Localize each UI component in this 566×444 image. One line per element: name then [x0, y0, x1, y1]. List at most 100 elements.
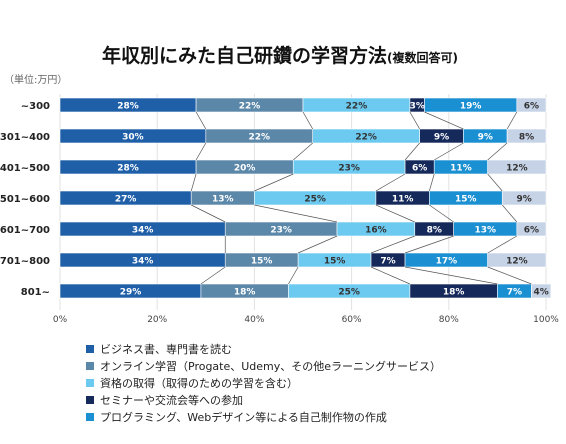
bar-segment — [487, 159, 547, 175]
category-label: 501~600 — [0, 194, 50, 205]
series-connector — [191, 204, 226, 223]
legend-swatch — [86, 412, 94, 421]
data-label: 25% — [304, 195, 326, 205]
data-label: 15% — [324, 257, 346, 267]
series-connector — [404, 142, 420, 161]
series-connector — [409, 111, 420, 130]
x-tick-label: 60% — [342, 315, 362, 325]
legend-item: オンライン学習（Progate、Udemy、その他eラーニングサービス） — [86, 357, 556, 374]
data-label: 6% — [412, 164, 427, 174]
legend-item: ビジネス書、専門書を読む — [86, 340, 556, 357]
series-connector — [254, 204, 338, 223]
bars — [59, 97, 552, 299]
series-connector — [254, 173, 294, 192]
data-label: 12% — [506, 257, 528, 267]
legend: ビジネス書、専門書を読むオンライン学習（Progate、Udemy、その他eラー… — [86, 340, 556, 425]
x-tick-label: 40% — [244, 315, 264, 325]
data-label: 9% — [434, 133, 449, 143]
data-label: 3% — [410, 102, 425, 112]
x-tick-label: 80% — [439, 315, 459, 325]
data-label: 34% — [132, 226, 154, 236]
data-label: 20% — [234, 164, 256, 174]
bar-segment — [516, 221, 547, 237]
legend-label: オンライン学習（Progate、Udemy、その他eラーニングサービス） — [100, 359, 442, 373]
x-tick-label: 20% — [147, 315, 167, 325]
series-connector — [487, 235, 518, 254]
series-connector — [487, 266, 532, 285]
series-connector — [370, 266, 411, 285]
series-connector — [375, 204, 415, 223]
connector-lines — [190, 111, 532, 285]
x-tick-label: 100% — [533, 315, 559, 325]
data-label: 15% — [251, 257, 273, 267]
data-label: 18% — [234, 288, 256, 298]
series-connector — [506, 111, 518, 130]
legend-label: 資格の取得（取得のための学習を含む） — [100, 376, 298, 390]
data-label: 22% — [248, 133, 270, 143]
series-connector — [288, 266, 299, 285]
series-connector — [404, 235, 454, 254]
legend-swatch — [86, 344, 94, 353]
data-label: 25% — [338, 288, 360, 298]
data-label: 15% — [455, 195, 477, 205]
legend-label: セミナーや交流会等への参加 — [100, 393, 243, 407]
x-tick-label: 0% — [53, 315, 68, 325]
data-label: 29% — [120, 288, 142, 298]
data-label: 23% — [270, 226, 292, 236]
legend-item: プログラミング、Webデザイン等による自己制作物の作成 — [86, 408, 556, 425]
data-label: 6% — [524, 102, 539, 112]
category-label: 601~700 — [0, 225, 50, 236]
data-label: 8% — [519, 133, 534, 143]
series-connector — [375, 173, 406, 192]
category-label: 301~400 — [0, 132, 50, 143]
data-label: 11% — [450, 164, 472, 174]
series-connector — [370, 235, 415, 254]
data-label: 8% — [427, 226, 442, 236]
data-label: 23% — [338, 164, 360, 174]
data-label: 30% — [122, 133, 144, 143]
chart-title-suffix: (複数回答可) — [387, 50, 458, 65]
data-label: 18% — [443, 288, 465, 298]
bar-segment — [531, 283, 552, 299]
legend-item: セミナーや交流会等への参加 — [86, 391, 556, 408]
data-label: 28% — [117, 102, 139, 112]
series-connector — [195, 111, 207, 130]
chart-title: 年収別にみた自己研鑽の学習方法(複数回答可) — [102, 44, 458, 67]
data-label: 9% — [516, 195, 531, 205]
series-connector — [487, 142, 508, 161]
data-label: 11% — [392, 195, 414, 205]
category-labels: ~300 301~400 401~500 501~600 601~700 701~800 8… — [0, 101, 50, 298]
series-connector — [487, 173, 503, 192]
data-label: 22% — [355, 133, 377, 143]
data-labels: 28% 22% 22% 3% 19% 6% 30% 22% 22% 9% 9% 8% 28% 20% 23%… — [115, 102, 549, 298]
data-label: 28% — [117, 164, 139, 174]
bar-segment — [516, 97, 547, 113]
series-connector — [293, 142, 313, 161]
legend-swatch — [86, 378, 94, 387]
category-label: 801~ — [21, 287, 50, 298]
x-tick-labels: 0% 20% 40% 60% 80% 100% — [53, 315, 559, 325]
category-label: 401~500 — [0, 163, 50, 174]
series-connector — [434, 142, 464, 161]
series-connector — [501, 204, 518, 223]
series-connector — [297, 235, 338, 254]
bar-segment — [501, 190, 547, 206]
chart-title-main: 年収別にみた自己研鑽の学習方法 — [102, 44, 387, 67]
series-connector — [424, 111, 464, 130]
data-label: 12% — [506, 164, 528, 174]
data-label: 6% — [524, 226, 539, 236]
bar-segment — [487, 252, 547, 268]
category-label: ~300 — [21, 101, 50, 112]
legend-label: ビジネス書、専門書を読む — [100, 342, 232, 356]
data-label: 7% — [507, 288, 522, 298]
legend-label: プログラミング、Webデザイン等による自己制作物の作成 — [100, 410, 387, 424]
data-label: 34% — [132, 257, 154, 267]
data-label: 16% — [365, 226, 387, 236]
data-label: 7% — [380, 257, 395, 267]
data-label: 17% — [436, 257, 458, 267]
legend-swatch — [86, 395, 94, 404]
data-label: 13% — [212, 195, 234, 205]
series-connector — [200, 266, 226, 285]
